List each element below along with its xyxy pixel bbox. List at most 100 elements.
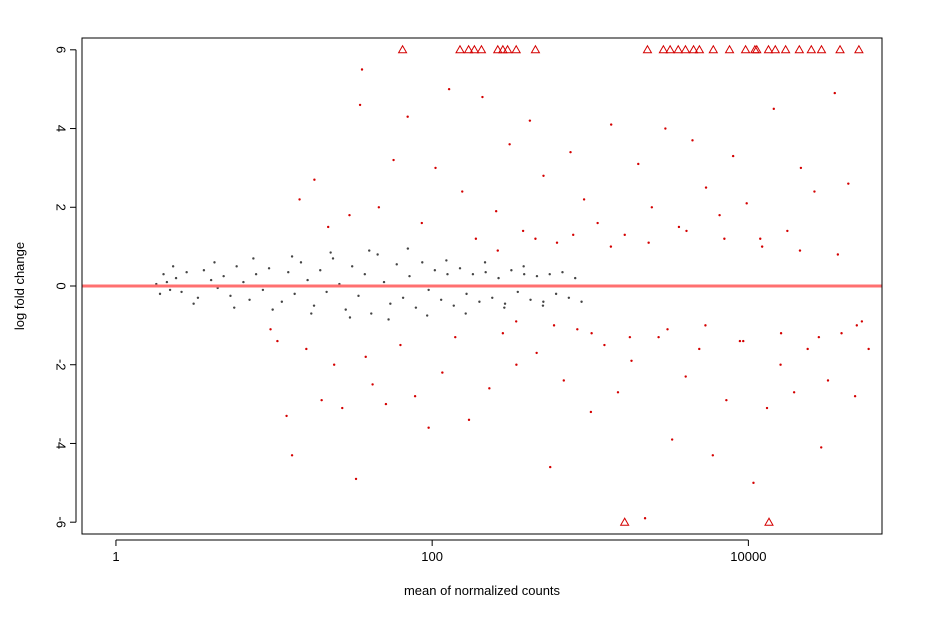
data-point [368, 249, 371, 252]
data-point [542, 300, 545, 303]
y-axis-title: log fold change [12, 242, 27, 330]
data-point [267, 267, 271, 270]
data-point [569, 150, 572, 154]
data-point-triangle [619, 517, 630, 526]
data-point [847, 182, 850, 185]
data-point-triangle [780, 44, 791, 54]
data-point [168, 288, 172, 292]
data-point [406, 115, 409, 118]
data-point [561, 271, 564, 274]
data-point [413, 395, 417, 398]
data-point-triangle [492, 44, 503, 54]
data-point [820, 446, 823, 449]
data-point-triangle [806, 44, 817, 54]
data-point [745, 202, 748, 205]
data-point [759, 237, 762, 240]
data-point [213, 261, 216, 264]
data-point [325, 290, 328, 294]
data-point [414, 306, 418, 309]
x-tick-label: 1 [112, 549, 119, 564]
data-point [421, 261, 424, 264]
data-point [711, 454, 715, 457]
data-point [399, 343, 402, 347]
data-point [235, 265, 238, 268]
plot-frame [81, 37, 883, 535]
data-point-triangle [740, 44, 751, 54]
data-point [572, 233, 575, 237]
data-point [643, 517, 647, 520]
data-point [364, 355, 367, 359]
data-point [358, 103, 362, 107]
data-point [446, 272, 449, 276]
data-point [471, 272, 475, 276]
data-point [196, 296, 200, 300]
data-point-triangle [511, 44, 522, 54]
data-point [670, 438, 674, 441]
y-tick-label: 4 [54, 125, 69, 132]
data-point [233, 306, 236, 309]
data-point [433, 269, 437, 272]
data-point [313, 178, 316, 181]
data-point [344, 308, 347, 311]
data-point [377, 206, 381, 209]
data-point-triangle [794, 44, 805, 54]
data-point [293, 292, 296, 296]
data-point [582, 198, 586, 201]
data-point [474, 237, 478, 240]
data-point [817, 335, 821, 339]
data-point [299, 261, 303, 264]
data-point-triangle [816, 44, 827, 54]
data-point [792, 391, 796, 394]
data-point [609, 123, 613, 126]
data-point [341, 406, 344, 410]
data-point [290, 454, 294, 457]
data-point [529, 298, 532, 301]
data-point [425, 314, 429, 317]
data-point [481, 95, 484, 99]
data-point [229, 294, 232, 298]
data-point [192, 302, 195, 305]
data-point [348, 213, 351, 217]
data-point [395, 263, 398, 266]
data-point [320, 398, 323, 402]
y-tick-label: -6 [54, 516, 69, 528]
data-point [248, 298, 251, 301]
data-point-triangle [770, 44, 781, 54]
data-point [285, 414, 288, 418]
data-point [357, 294, 360, 298]
data-point [222, 274, 225, 278]
data-point [305, 347, 308, 351]
data-point [534, 237, 537, 240]
data-point [494, 210, 498, 213]
data-point [555, 241, 559, 244]
y-axis: -6 -4 -2 0 2 4 6 [54, 46, 77, 528]
data-point [567, 296, 571, 300]
data-point [269, 328, 272, 331]
data-point-triangle [397, 44, 408, 54]
data-point [427, 426, 430, 429]
data-point [467, 418, 471, 422]
data-point [401, 296, 405, 300]
data-point [434, 166, 437, 170]
data-point-triangle [642, 44, 653, 54]
data-point [252, 257, 255, 260]
data-point [677, 225, 681, 229]
data-point-triangle [665, 44, 676, 54]
data-point [725, 398, 728, 402]
data-point [508, 143, 511, 146]
data-point-triangle [673, 44, 684, 54]
data-point [806, 347, 809, 351]
data-point-triangle [469, 44, 480, 54]
data-point-triangle [463, 44, 474, 54]
data-point [458, 267, 462, 270]
data-point [439, 298, 443, 301]
data-point [616, 391, 620, 394]
data-point [541, 304, 545, 307]
data-point-triangle [854, 44, 864, 54]
data-point [515, 363, 518, 366]
data-point [382, 280, 386, 284]
data-point [623, 233, 626, 237]
data-point [698, 347, 701, 351]
data-point [637, 162, 640, 166]
data-point [664, 127, 667, 130]
